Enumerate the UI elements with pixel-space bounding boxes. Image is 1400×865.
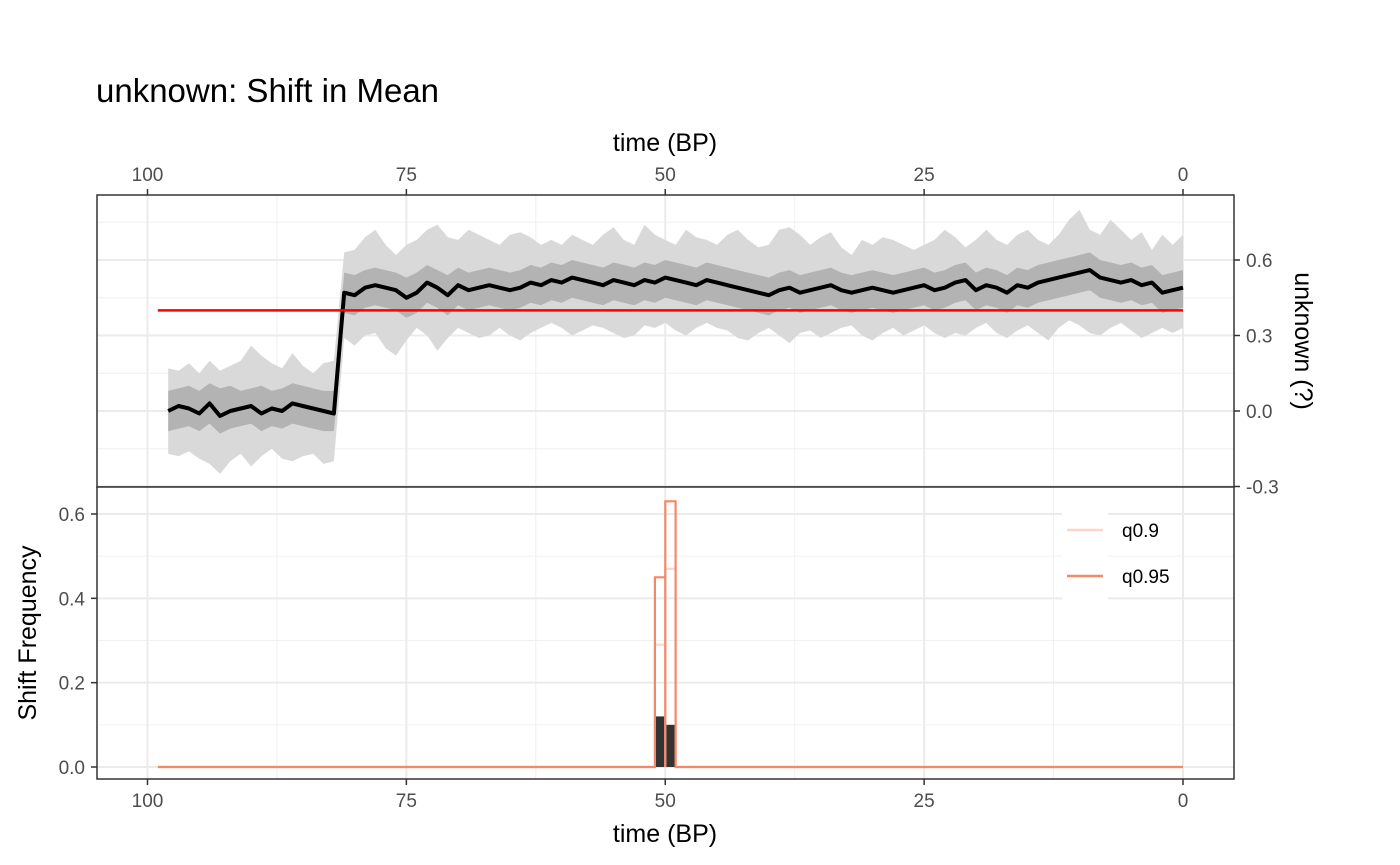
shift-frequency-bar bbox=[654, 716, 666, 767]
right-y-tick-label: 0.6 bbox=[1246, 251, 1272, 272]
bottom-x-tick-label: 25 bbox=[914, 791, 935, 812]
inner-credible-band bbox=[168, 252, 1183, 434]
top-x-tick-label: 0 bbox=[1178, 165, 1189, 186]
bottom-x-tick-label: 0 bbox=[1178, 791, 1189, 812]
right-y-tick-label: 0.3 bbox=[1246, 327, 1272, 348]
shift-frequency-panel: 100 75 50 25 0 0.0 0.2 0.4 0.6 bbox=[59, 486, 1235, 812]
left-y-tick-label: 0.2 bbox=[59, 674, 85, 695]
top-x-tick-label: 25 bbox=[914, 165, 935, 186]
legend-label: q0.95 bbox=[1122, 567, 1170, 588]
legend: q0.9 q0.95 bbox=[1062, 508, 1170, 600]
legend-label: q0.9 bbox=[1122, 521, 1159, 542]
quantile-line-q0-95 bbox=[157, 500, 1183, 769]
top-x-axis-title: time (BP) bbox=[613, 129, 717, 157]
mean-shift-panel: 100 75 50 25 0 -0.3 0.0 0.3 0.6 bbox=[96, 165, 1279, 499]
right-y-tick-label: -0.3 bbox=[1246, 478, 1279, 499]
left-y-tick-label: 0.4 bbox=[59, 589, 86, 610]
chart-title: unknown: Shift in Mean bbox=[96, 72, 439, 109]
bottom-x-tick-label: 50 bbox=[655, 791, 676, 812]
bottom-x-tick-label: 100 bbox=[132, 791, 164, 812]
top-y-axis-title: unknown (?) bbox=[1289, 272, 1317, 410]
bottom-x-tick-label: 75 bbox=[396, 791, 417, 812]
left-y-tick-label: 0.6 bbox=[59, 505, 85, 526]
right-y-tick-label: 0.0 bbox=[1246, 402, 1272, 423]
bottom-y-axis-title: Shift Frequency bbox=[14, 545, 42, 721]
left-y-tick-label: 0.0 bbox=[59, 758, 85, 779]
top-x-tick-label: 75 bbox=[396, 165, 417, 186]
top-x-tick-label: 50 bbox=[655, 165, 676, 186]
top-x-tick-label: 100 bbox=[132, 165, 164, 186]
bottom-x-axis-title: time (BP) bbox=[613, 820, 717, 848]
shift-frequency-bar bbox=[665, 724, 676, 767]
median-line bbox=[167, 268, 1184, 418]
legend-key-background bbox=[1062, 508, 1108, 600]
